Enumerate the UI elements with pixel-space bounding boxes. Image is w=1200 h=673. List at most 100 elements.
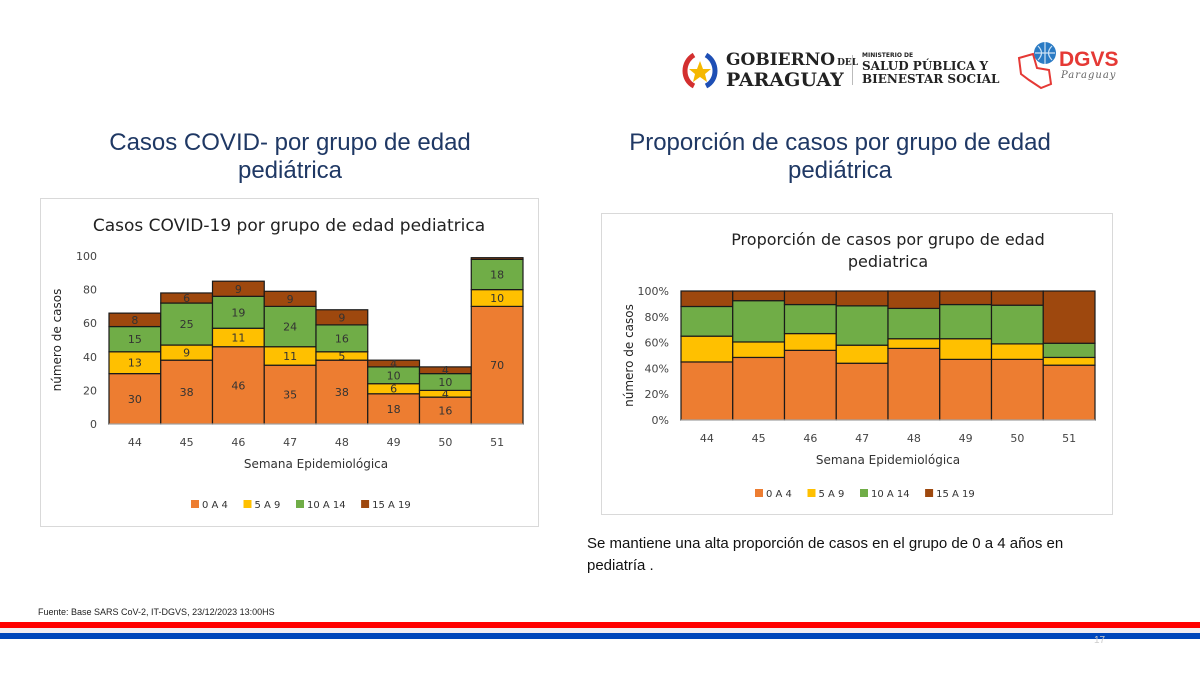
logo-text: GOBIERNO bbox=[726, 50, 836, 70]
data-label: 35 bbox=[283, 389, 297, 402]
data-label: 9 bbox=[235, 283, 242, 296]
bar-segment bbox=[470, 258, 524, 291]
legend-label: 15 A 19 bbox=[936, 489, 975, 500]
x-tick-label: 51 bbox=[490, 436, 504, 449]
bar-segment bbox=[835, 290, 889, 307]
bar-segment bbox=[835, 305, 889, 346]
y-axis-label: número de casos bbox=[50, 289, 64, 392]
data-label: 30 bbox=[128, 393, 142, 406]
data-label: 10 bbox=[438, 376, 452, 389]
bar-segment bbox=[1042, 364, 1096, 421]
bar-segment bbox=[887, 290, 941, 310]
bar-segment bbox=[783, 303, 837, 335]
left-chart: Casos COVID-19 por grupo de edad pediatr… bbox=[40, 198, 539, 527]
note-text: Se mantiene una alta proporción de casos… bbox=[587, 535, 1064, 574]
data-label: 25 bbox=[180, 318, 194, 331]
ministerio-logo: MINISTERIO DE SALUD PÚBLICA Y BIENESTAR … bbox=[862, 52, 999, 86]
data-label: 11 bbox=[231, 331, 245, 344]
data-label: 38 bbox=[335, 386, 349, 399]
y-tick-label: 40% bbox=[645, 362, 669, 375]
data-label: 8 bbox=[131, 314, 138, 327]
logo-text-del: DEL bbox=[837, 58, 859, 68]
data-label: 10 bbox=[387, 369, 401, 382]
data-label: 10 bbox=[490, 292, 504, 305]
x-tick-label: 48 bbox=[907, 432, 921, 445]
x-tick-label: 47 bbox=[855, 432, 869, 445]
legend-swatch bbox=[860, 489, 868, 497]
page-number: 17 bbox=[1094, 635, 1106, 646]
x-tick-label: 50 bbox=[438, 436, 452, 449]
right-chart: Proporción de casos por grupo de edad ped… bbox=[601, 213, 1113, 515]
y-tick-label: 0 bbox=[90, 418, 97, 431]
legend-swatch bbox=[296, 500, 304, 508]
bar-segment bbox=[835, 362, 889, 421]
x-tick-label: 49 bbox=[387, 436, 401, 449]
legend-swatch bbox=[361, 500, 370, 508]
dgvs-logo: DGVS Paraguay bbox=[1015, 40, 1140, 92]
x-tick-label: 45 bbox=[180, 436, 194, 449]
bar-segment bbox=[367, 393, 421, 425]
legend-swatch bbox=[243, 500, 252, 508]
x-tick-label: 50 bbox=[1010, 432, 1024, 445]
bar-segment bbox=[990, 343, 1044, 360]
x-tick-label: 44 bbox=[700, 432, 714, 445]
bar-segment bbox=[783, 349, 837, 421]
source-text: Fuente: Base SARS CoV-2, IT-DGVS, 23/12/… bbox=[38, 607, 275, 617]
legend-swatch bbox=[925, 489, 934, 497]
percent-stacked-bar-chart: Proporción de casos por grupo de edad ped… bbox=[622, 230, 1096, 500]
dgvs-text: DGVS bbox=[1059, 48, 1119, 71]
bar-segment bbox=[108, 325, 162, 353]
y-tick-label: 100 bbox=[76, 250, 97, 263]
globe-map-icon bbox=[1017, 42, 1056, 90]
bar-segment bbox=[939, 358, 993, 421]
bar-segment bbox=[732, 300, 786, 343]
data-label: 5 bbox=[338, 350, 345, 363]
escudo-icon bbox=[682, 52, 718, 89]
bar-segment bbox=[783, 290, 837, 306]
chart-title: Proporción de casos por grupo de edad bbox=[731, 230, 1045, 249]
chart-title: Casos COVID-19 por grupo de edad pediatr… bbox=[93, 216, 485, 236]
divider bbox=[852, 55, 853, 85]
data-label: 46 bbox=[231, 379, 245, 392]
data-label: 11 bbox=[283, 350, 297, 363]
y-tick-label: 60 bbox=[83, 317, 97, 330]
bar-segment bbox=[1042, 290, 1096, 344]
x-tick-label: 49 bbox=[959, 432, 973, 445]
legend-label: 0 A 4 bbox=[202, 500, 228, 511]
bar-segment bbox=[835, 344, 889, 364]
bar-segment bbox=[1042, 356, 1096, 366]
legend-label: 5 A 9 bbox=[819, 489, 845, 500]
left-heading: Casos COVID- por grupo de edad pediátric… bbox=[109, 129, 471, 184]
right-heading: Proporción de casos por grupo de edad pe… bbox=[629, 129, 1051, 184]
bar-segment bbox=[315, 309, 369, 326]
x-tick-label: 47 bbox=[283, 436, 297, 449]
bar-segment bbox=[939, 290, 993, 306]
bar-segment bbox=[783, 332, 837, 351]
legend-swatch bbox=[807, 489, 816, 497]
logo-text: PARAGUAY bbox=[726, 69, 844, 91]
ministerio-line2: BIENESTAR SOCIAL bbox=[862, 72, 1000, 86]
data-label: 24 bbox=[283, 321, 297, 334]
bar-segment bbox=[108, 373, 162, 425]
bar-segment bbox=[732, 341, 786, 359]
y-tick-label: 100% bbox=[638, 285, 669, 298]
x-tick-label: 45 bbox=[752, 432, 766, 445]
data-label: 16 bbox=[335, 332, 349, 345]
bar-segment bbox=[939, 303, 993, 340]
y-tick-label: 20 bbox=[83, 384, 97, 397]
chart-title: pediatrica bbox=[848, 252, 928, 271]
legend-label: 10 A 14 bbox=[307, 500, 346, 511]
bar-segment bbox=[211, 280, 265, 297]
bar-segment bbox=[990, 304, 1044, 345]
bar-segment bbox=[732, 356, 786, 421]
x-tick-label: 46 bbox=[231, 436, 245, 449]
data-label: 4 bbox=[390, 358, 397, 371]
y-axis-label: número de casos bbox=[622, 304, 636, 407]
x-tick-label: 48 bbox=[335, 436, 349, 449]
bar-segment bbox=[887, 347, 941, 421]
flag-stripe-white bbox=[0, 628, 1200, 633]
legend-label: 15 A 19 bbox=[372, 500, 411, 511]
bar-segment bbox=[680, 335, 734, 363]
bar-segment bbox=[211, 346, 265, 425]
